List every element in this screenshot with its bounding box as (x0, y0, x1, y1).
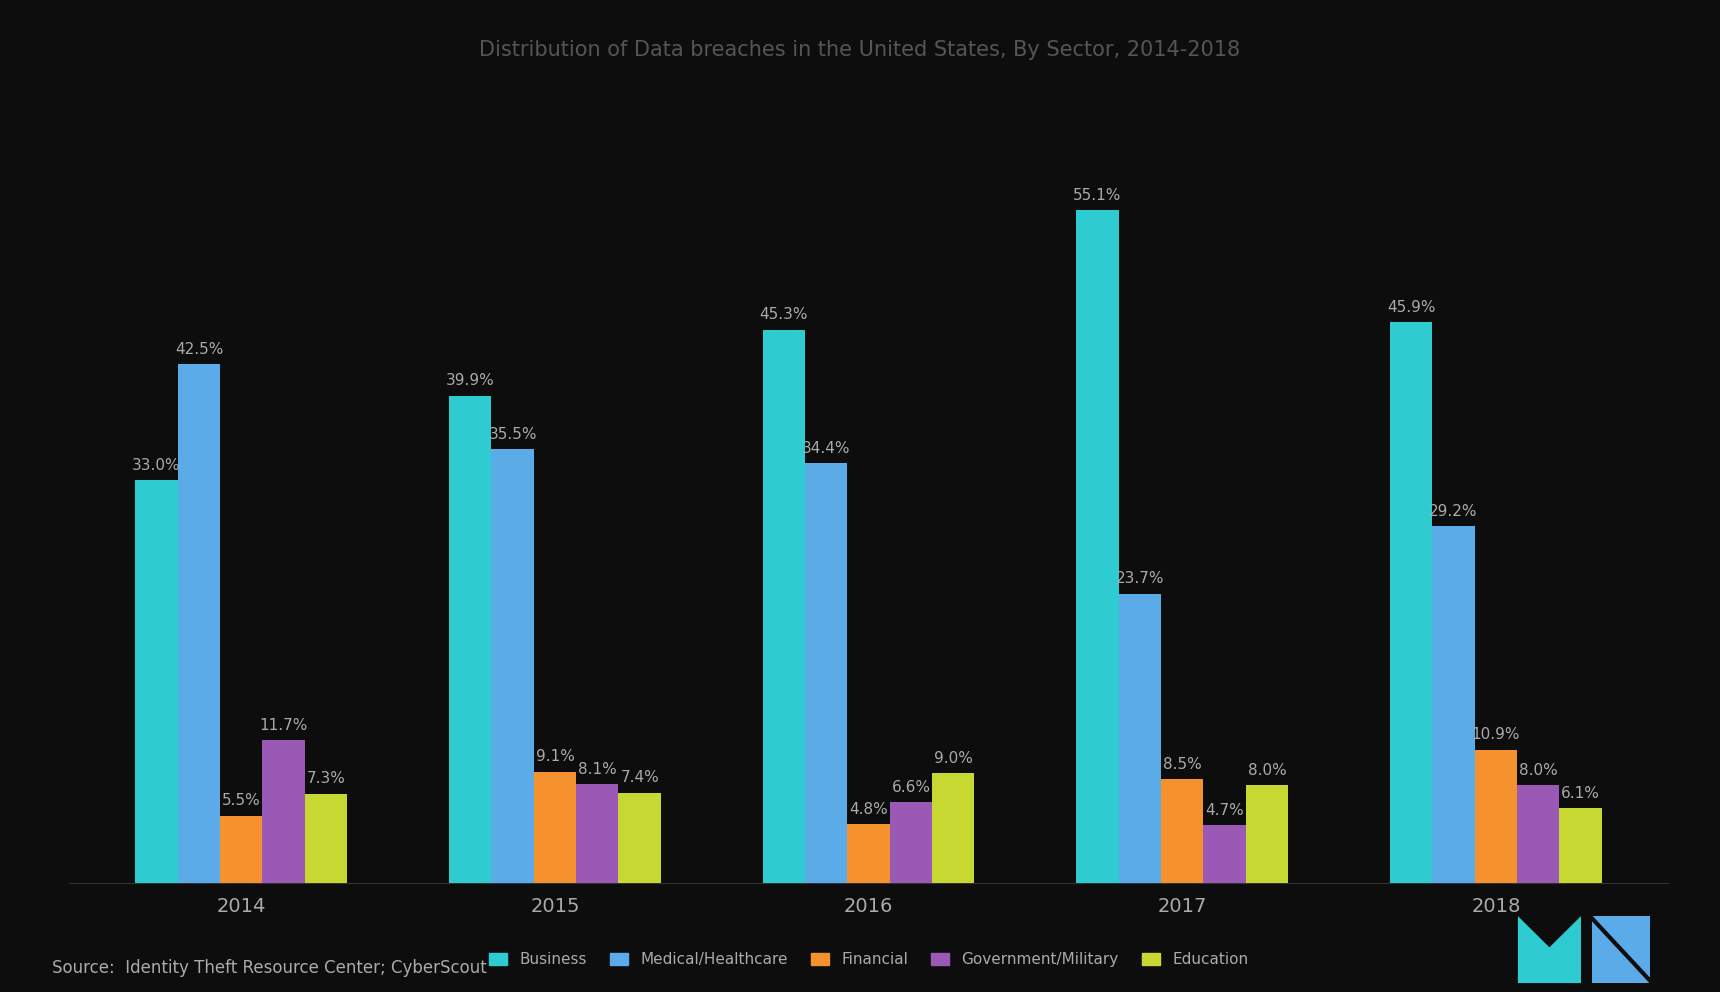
Text: 10.9%: 10.9% (1472, 727, 1520, 742)
Text: 55.1%: 55.1% (1073, 187, 1121, 202)
Polygon shape (1593, 917, 1649, 983)
Bar (1560, 808, 1601, 883)
Text: 23.7%: 23.7% (1116, 571, 1164, 586)
Bar (889, 803, 932, 883)
Bar (1390, 322, 1433, 883)
Bar (1517, 786, 1560, 883)
Text: 8.5%: 8.5% (1163, 757, 1202, 772)
Text: 8.0%: 8.0% (1247, 763, 1287, 778)
Bar (805, 463, 848, 883)
Bar (220, 815, 263, 883)
Bar (1161, 779, 1204, 883)
Bar (1118, 593, 1161, 883)
Bar (492, 449, 533, 883)
Text: 6.6%: 6.6% (891, 780, 931, 795)
Text: 42.5%: 42.5% (175, 341, 224, 357)
Text: 9.1%: 9.1% (535, 749, 574, 765)
Bar (533, 772, 576, 883)
Text: Distribution of Data breaches in the United States, By Sector, 2014-2018: Distribution of Data breaches in the Uni… (480, 40, 1240, 60)
Bar (177, 364, 220, 883)
Text: 9.0%: 9.0% (934, 751, 974, 766)
Text: 8.1%: 8.1% (578, 762, 617, 777)
Bar (762, 329, 805, 883)
Bar (1245, 786, 1288, 883)
Text: 34.4%: 34.4% (802, 440, 850, 455)
Text: 45.3%: 45.3% (760, 308, 808, 322)
Bar (932, 773, 975, 883)
Bar (848, 824, 889, 883)
Text: 29.2%: 29.2% (1429, 504, 1477, 519)
Text: 35.5%: 35.5% (488, 428, 537, 442)
Legend: Business, Medical/Healthcare, Financial, Government/Military, Education: Business, Medical/Healthcare, Financial,… (483, 946, 1254, 973)
Text: 39.9%: 39.9% (445, 373, 495, 389)
Text: 8.0%: 8.0% (1519, 763, 1558, 778)
Text: 6.1%: 6.1% (1562, 786, 1600, 802)
Text: 4.8%: 4.8% (850, 802, 888, 817)
Polygon shape (1517, 917, 1581, 983)
Bar (263, 740, 304, 883)
Bar (1433, 527, 1474, 883)
Bar (304, 794, 347, 883)
Bar (449, 396, 492, 883)
Bar (1474, 750, 1517, 883)
Text: 45.9%: 45.9% (1386, 301, 1436, 315)
Text: 7.3%: 7.3% (306, 772, 346, 787)
Bar (619, 793, 660, 883)
Text: 5.5%: 5.5% (222, 794, 261, 808)
Bar (1077, 210, 1118, 883)
Text: 11.7%: 11.7% (260, 717, 308, 733)
Bar (576, 784, 619, 883)
Text: 4.7%: 4.7% (1206, 804, 1244, 818)
Bar (1204, 825, 1245, 883)
Text: Source:  Identity Theft Resource Center; CyberScout: Source: Identity Theft Resource Center; … (52, 959, 487, 977)
Bar (136, 480, 177, 883)
Text: 33.0%: 33.0% (132, 457, 181, 472)
Text: 7.4%: 7.4% (621, 770, 659, 786)
